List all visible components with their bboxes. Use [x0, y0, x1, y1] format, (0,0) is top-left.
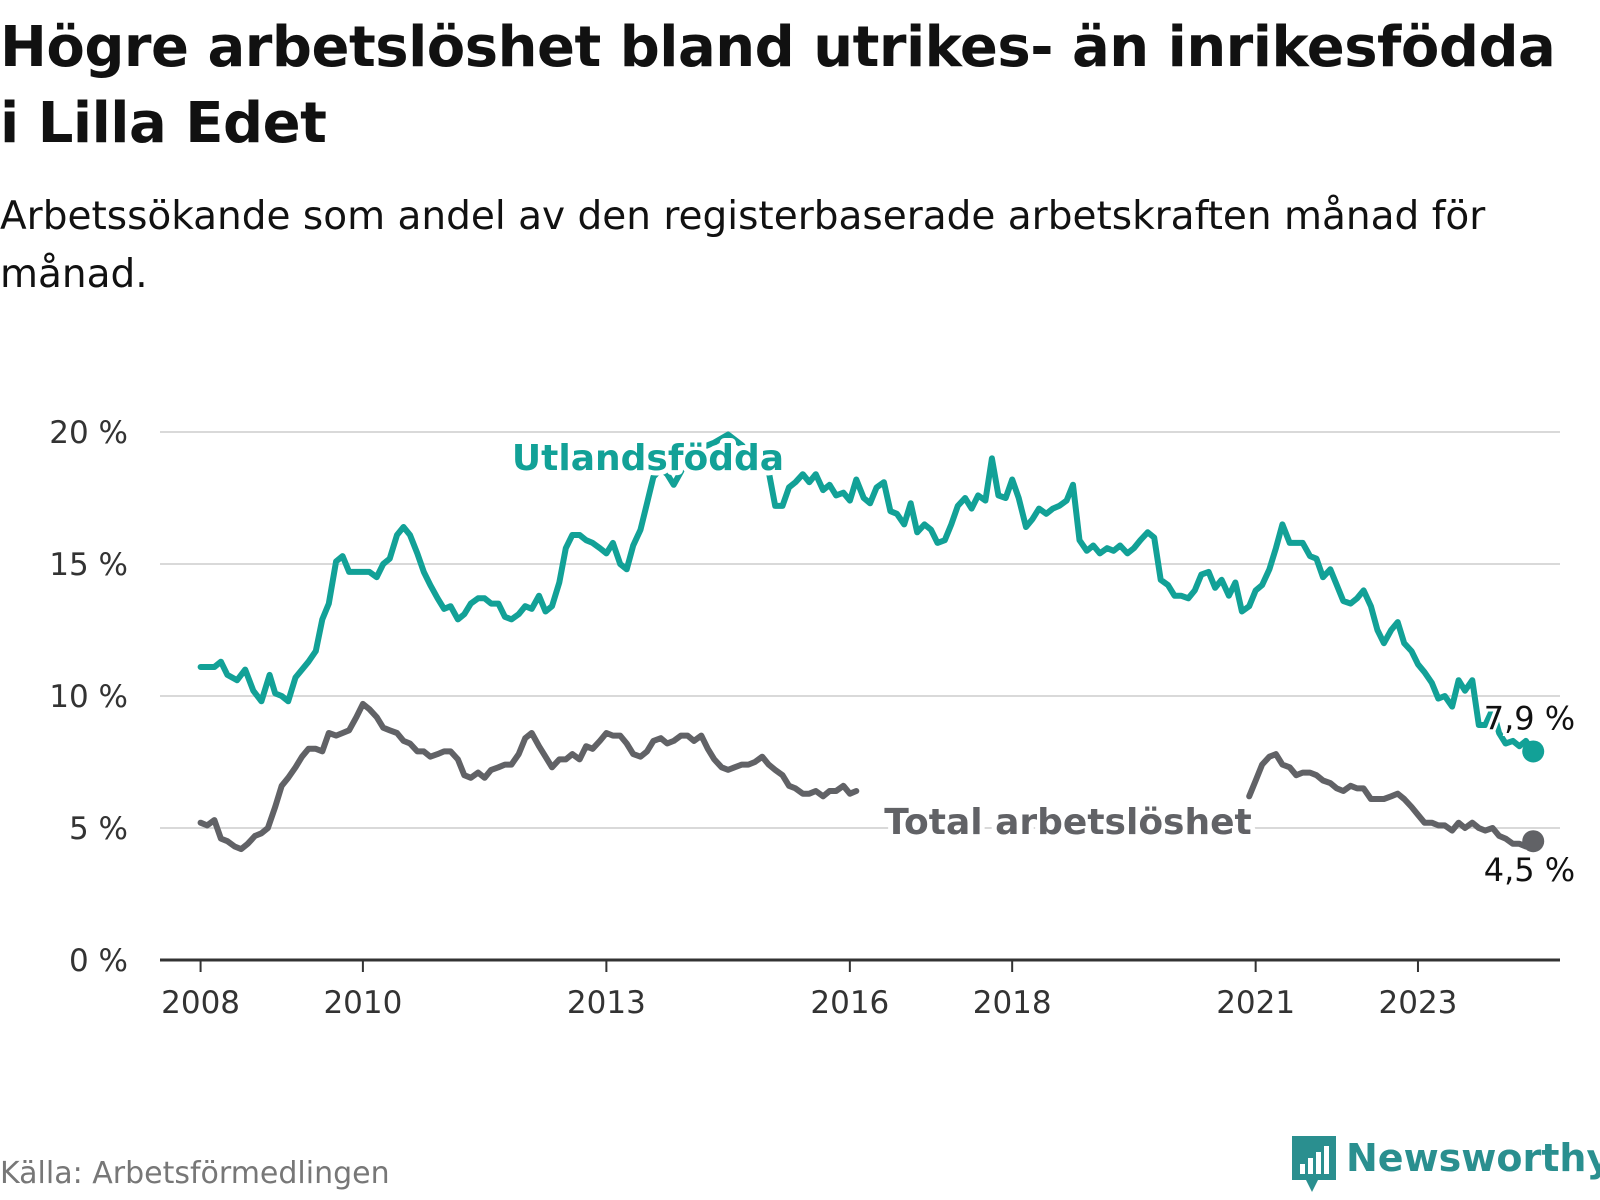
series-label-total: Total arbetslöshet: [884, 802, 1252, 843]
chart-title: Högre arbetslöshet bland utrikes- än inr…: [0, 15, 1556, 156]
y-tick-label: 5 %: [69, 811, 128, 847]
x-axis: 2008 2010 2013 2016 2018 2021 2023: [160, 958, 1560, 1021]
grid-lines: [160, 431, 1560, 829]
series-line-total-resumed: [1246, 751, 1537, 850]
x-tick-label: 2023: [1379, 985, 1458, 1021]
chart-subtitle: Arbetssökande som andel av den registerb…: [0, 194, 1486, 297]
x-tick-label: 2010: [323, 985, 402, 1021]
series-lines: [197, 431, 1545, 853]
brand-logo: Newsworthy: [1288, 1130, 1600, 1200]
y-tick-label: 15 %: [49, 547, 128, 583]
x-tick-label: 2018: [973, 985, 1052, 1021]
x-tick-label: 2013: [567, 985, 646, 1021]
end-point-total: [1522, 830, 1545, 853]
newsworthy-logo-icon: [1292, 1136, 1336, 1192]
end-point-foreign-born: [1522, 740, 1545, 763]
series-line-foreign-born: [197, 431, 1537, 755]
y-axis-tick-labels: 0 % 5 % 10 % 15 % 20 %: [49, 415, 128, 979]
x-tick-label: 2008: [161, 985, 240, 1021]
source-note: Källa: Arbetsförmedlingen: [0, 1156, 390, 1191]
x-tick-label: 2016: [810, 985, 889, 1021]
series-labels: Utlandsfödda Total arbetslöshet 7,9 % 4,5 %: [507, 433, 1578, 892]
series-label-foreign-born: Utlandsfödda: [512, 438, 784, 479]
end-value-label-total: 4,5 %: [1484, 851, 1575, 889]
y-tick-label: 20 %: [49, 415, 128, 451]
x-tick-label: 2021: [1216, 985, 1295, 1021]
y-tick-label: 0 %: [69, 943, 128, 979]
end-value-label-foreign-born: 7,9 %: [1484, 699, 1575, 737]
series-line-total: [197, 700, 860, 853]
y-tick-label: 10 %: [49, 679, 128, 715]
brand-name: Newsworthy: [1346, 1136, 1600, 1180]
